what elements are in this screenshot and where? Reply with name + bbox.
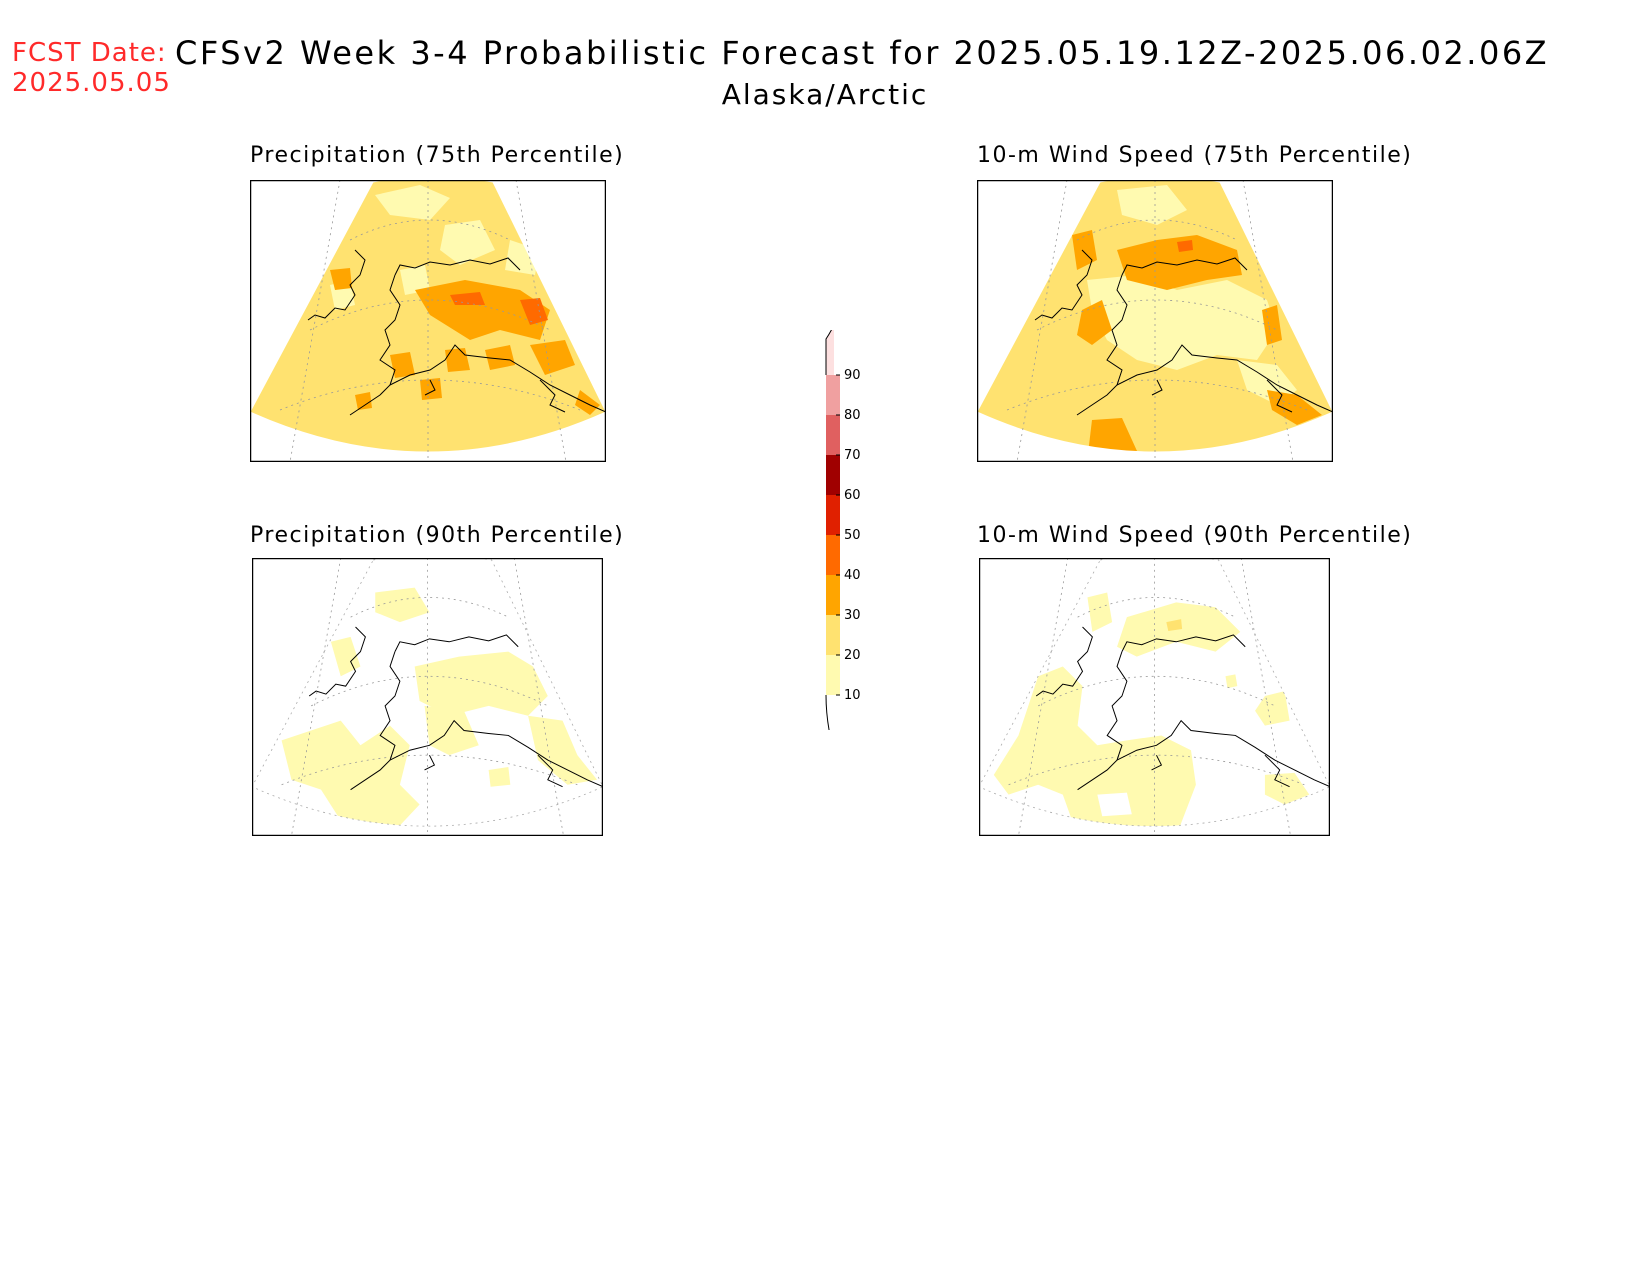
- fcst-date-label: FCST Date:: [12, 38, 167, 68]
- panel-title-precip-75: Precipitation (75th Percentile): [250, 143, 625, 168]
- fcst-date-value: 2025.05.05: [12, 68, 171, 98]
- colorbar-swatch: [826, 655, 840, 695]
- colorbar-swatch: [826, 415, 840, 455]
- colorbar-level-label: 20: [844, 648, 861, 663]
- colorbar-top-tip: [825, 330, 832, 375]
- colorbar-swatch: [826, 535, 840, 575]
- panel-title-wind-75: 10-m Wind Speed (75th Percentile): [977, 143, 1413, 168]
- colorbar-level-label: 40: [844, 568, 861, 583]
- colorbar-swatch: [826, 495, 840, 535]
- colorbar-level-label: 30: [844, 608, 861, 623]
- map-wind-75: [977, 180, 1333, 462]
- colorbar-bottom-tip: [825, 694, 830, 730]
- colorbar-swatch: [826, 330, 834, 375]
- map-precip-75: [250, 180, 606, 462]
- colorbar-level-label: 90: [844, 368, 861, 383]
- colorbar-swatch: [826, 455, 840, 495]
- main-title: CFSv2 Week 3-4 Probabilistic Forecast fo…: [175, 34, 1550, 72]
- panel-title-precip-90: Precipitation (90th Percentile): [250, 523, 625, 548]
- colorbar-level-label: 60: [844, 488, 861, 503]
- colorbar-level-label: 10: [844, 688, 861, 703]
- colorbar-swatch: [826, 375, 840, 415]
- colorbar-level-label: 50: [844, 528, 861, 543]
- colorbar-level-label: 70: [844, 448, 861, 463]
- colorbar-level-label: 80: [844, 408, 861, 423]
- colorbar: 10 20 30 40 50 60 70 80 90: [825, 330, 861, 730]
- map-wind-90: [979, 558, 1330, 836]
- region-title: Alaska/Arctic: [721, 78, 929, 111]
- forecast-date-block: FCST Date: 2025.05.05: [12, 38, 171, 98]
- panel-title-wind-90: 10-m Wind Speed (90th Percentile): [977, 523, 1413, 548]
- colorbar-swatch: [826, 615, 840, 655]
- colorbar-swatch: [826, 575, 840, 615]
- map-precip-90: [252, 558, 603, 836]
